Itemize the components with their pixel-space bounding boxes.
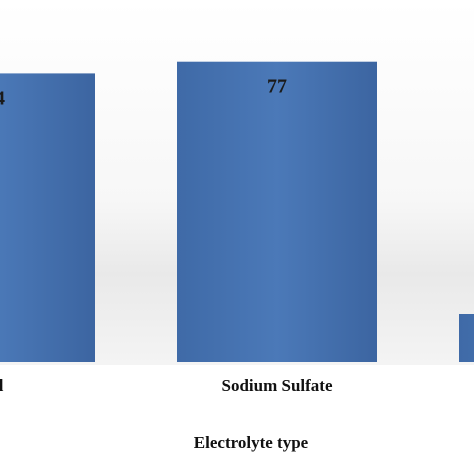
category-label-1: Cl	[0, 376, 4, 395]
bars-layer	[0, 61, 474, 363]
bar-3	[459, 314, 474, 362]
bar-2	[177, 61, 377, 362]
value-label-2: 77	[267, 76, 287, 98]
value-labels-layer: 74 77	[0, 76, 287, 110]
bar-1	[0, 73, 95, 363]
category-labels-layer: Cl Sodium Sulfate	[0, 376, 333, 395]
x-axis-title: Electrolyte type	[194, 433, 309, 452]
category-label-2: Sodium Sulfate	[222, 376, 333, 395]
value-label-1: 74	[0, 87, 5, 109]
